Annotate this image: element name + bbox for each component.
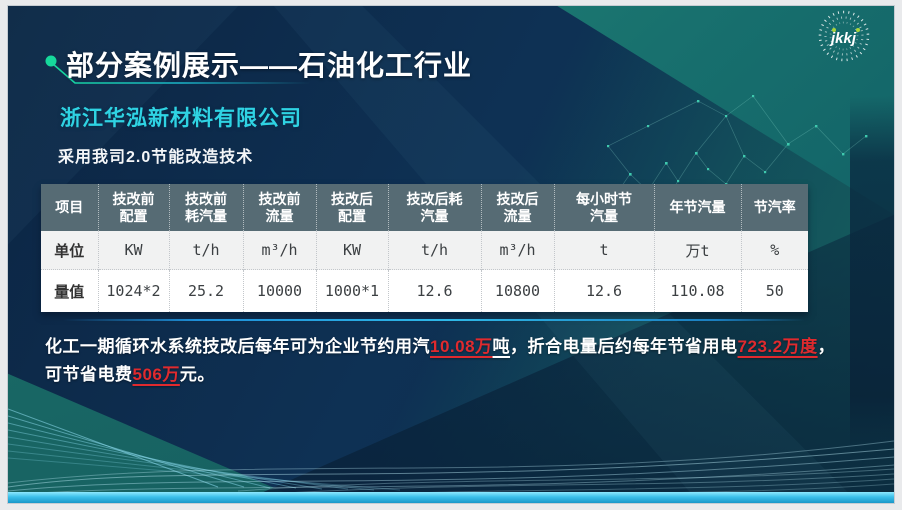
col-header: 技改后耗 汽量 (388, 184, 482, 231)
table-cell: 1000*1 (316, 269, 389, 312)
table-cell: 10000 (243, 269, 317, 312)
logo-green-dot (856, 28, 860, 32)
slide-canvas: 部分案例展示——石油化工行业 浙江华泓新材料有限公司 采用我司2.0节能改造技术… (7, 5, 895, 504)
summary-segment: 元。 (179, 365, 215, 384)
table-cell: m³/h (481, 231, 555, 270)
table-cell: 25.2 (169, 269, 244, 312)
table-row-values: 量值 1024*2 25.2 10000 1000*1 12.6 10800 1… (41, 269, 808, 312)
table-reflection-line (63, 319, 805, 321)
table-cell: KW (98, 231, 170, 270)
summary-segment: 可节省电费 (45, 365, 133, 384)
table-cell: t/h (169, 231, 244, 270)
table-row-units: 单位 KW t/h m³/h KW t/h m³/h t 万t % (41, 231, 808, 270)
summary-segment: 723.2万度 (737, 337, 818, 356)
table-cell: 10800 (481, 269, 555, 312)
col-header: 项目 (41, 184, 99, 231)
summary-segment: 吨 (492, 337, 511, 356)
col-header: 技改前 配置 (98, 184, 170, 231)
summary-segment: ，折合电量后约每年节省用电 (510, 337, 738, 356)
table-cell: 110.08 (654, 269, 742, 312)
table-cell: m³/h (243, 231, 317, 270)
table-cell: 万t (654, 231, 742, 270)
summary-paragraph: 化工一期循环水系统技改后每年可为企业节约用汽10.08万吨，折合电量后约每年节省… (45, 333, 835, 389)
summary-segment: 化工一期循环水系统技改后每年可为企业节约用汽 (45, 337, 430, 356)
table-cell: 12.6 (554, 269, 655, 312)
col-header: 年节汽量 (654, 184, 742, 231)
jkkj-logo: jkkj (818, 10, 870, 62)
table-cell: t (554, 231, 655, 270)
summary-segment: 10.08万 (430, 337, 493, 356)
logo-green-dot (832, 28, 836, 32)
table-cell: t/h (388, 231, 482, 270)
summary-segment: 506万 (132, 365, 180, 384)
table-cell: 12.6 (388, 269, 482, 312)
company-subtitle: 采用我司2.0节能改造技术 (58, 149, 254, 166)
table-cell: KW (316, 231, 389, 270)
title-accent-line (45, 55, 310, 84)
table-header-row: 项目 技改前 配置 技改前 耗汽量 技改前 流量 技改后 配置 技改后耗 汽量 技改后 流量… (41, 184, 808, 231)
col-header: 技改后 配置 (316, 184, 389, 231)
col-header: 技改前 耗汽量 (169, 184, 244, 231)
company-name: 浙江华泓新材料有限公司 (60, 107, 302, 130)
col-header: 技改前 流量 (243, 184, 317, 231)
page-title: 部分案例展示——石油化工行业 (66, 50, 473, 81)
col-header: 每小时节 汽量 (554, 184, 655, 231)
table-cell: 1024*2 (98, 269, 170, 312)
table-cell: % (741, 231, 808, 270)
energy-saving-table: 项目 技改前 配置 技改前 耗汽量 技改前 流量 技改后 配置 技改后耗 汽量 技改后 流量… (41, 184, 808, 312)
table-cell: 50 (741, 269, 808, 312)
row-label: 量值 (41, 269, 99, 312)
wave-decoration (8, 408, 894, 503)
row-label: 单位 (41, 231, 99, 270)
background-right-strip (850, 96, 894, 463)
col-header: 节汽率 (741, 184, 808, 231)
logo-text: jkkj (829, 30, 857, 47)
summary-segment: ， (817, 337, 836, 356)
col-header: 技改后 流量 (481, 184, 555, 231)
